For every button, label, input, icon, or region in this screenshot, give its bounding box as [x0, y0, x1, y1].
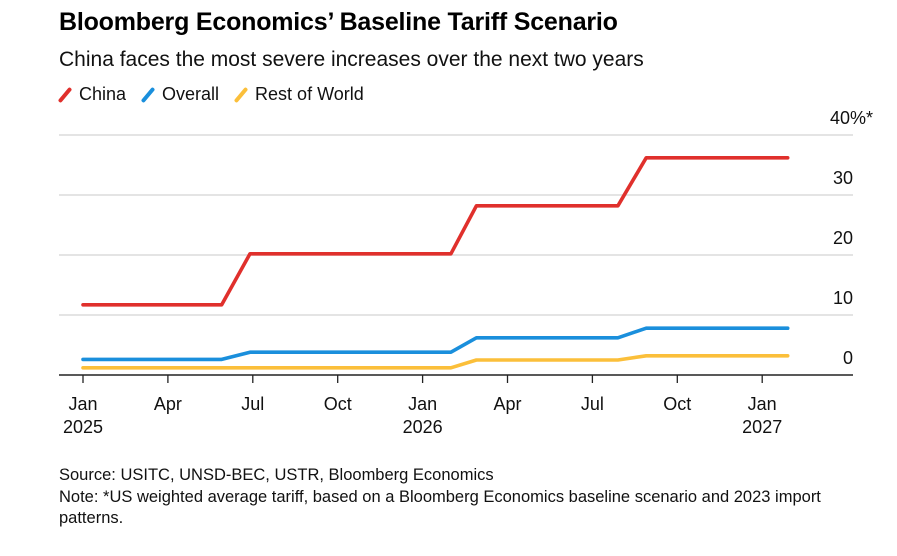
x-tick-label: Oct: [324, 394, 352, 414]
x-tick-label: Apr: [154, 394, 182, 414]
x-tick-label: Jul: [241, 394, 264, 414]
source-note: Source: USITC, UNSD-BEC, USTR, Bloomberg…: [59, 466, 494, 484]
x-tick-label: Jan: [408, 394, 437, 414]
series-line-overall: [81, 326, 790, 362]
footnote: Note: *US weighted average tariff, based…: [59, 487, 821, 528]
x-tick-label: Jan: [68, 394, 97, 414]
chart-title: Bloomberg Economics’ Baseline Tariff Sce…: [59, 8, 618, 36]
y-tick-label: 30: [833, 168, 853, 188]
x-tick-year-label: 2025: [63, 417, 103, 437]
legend-label: Rest of World: [255, 84, 364, 104]
legend-item-rest-of-world: Rest of World: [233, 84, 364, 105]
legend-item-china: China: [57, 84, 127, 105]
legend-item-overall: Overall: [140, 84, 220, 105]
chart-subtitle: China faces the most severe increases ov…: [59, 48, 644, 71]
y-tick-label: 40%*: [830, 108, 873, 128]
legend-label: China: [79, 84, 127, 104]
series-line-china: [81, 156, 790, 307]
y-tick-label: 10: [833, 288, 853, 308]
legend: China Overall Rest of World: [57, 84, 364, 105]
y-tick-label: 0: [843, 348, 853, 368]
x-tick-year-label: 2026: [403, 417, 443, 437]
x-tick-label: Jul: [581, 394, 604, 414]
series-line-rest-of-world: [81, 353, 790, 370]
y-tick-label: 20: [833, 228, 853, 248]
x-tick-label: Jan: [748, 394, 777, 414]
legend-label: Overall: [162, 84, 220, 104]
x-tick-label: Apr: [493, 394, 521, 414]
x-tick-year-label: 2027: [742, 417, 782, 437]
x-tick-label: Oct: [663, 394, 691, 414]
